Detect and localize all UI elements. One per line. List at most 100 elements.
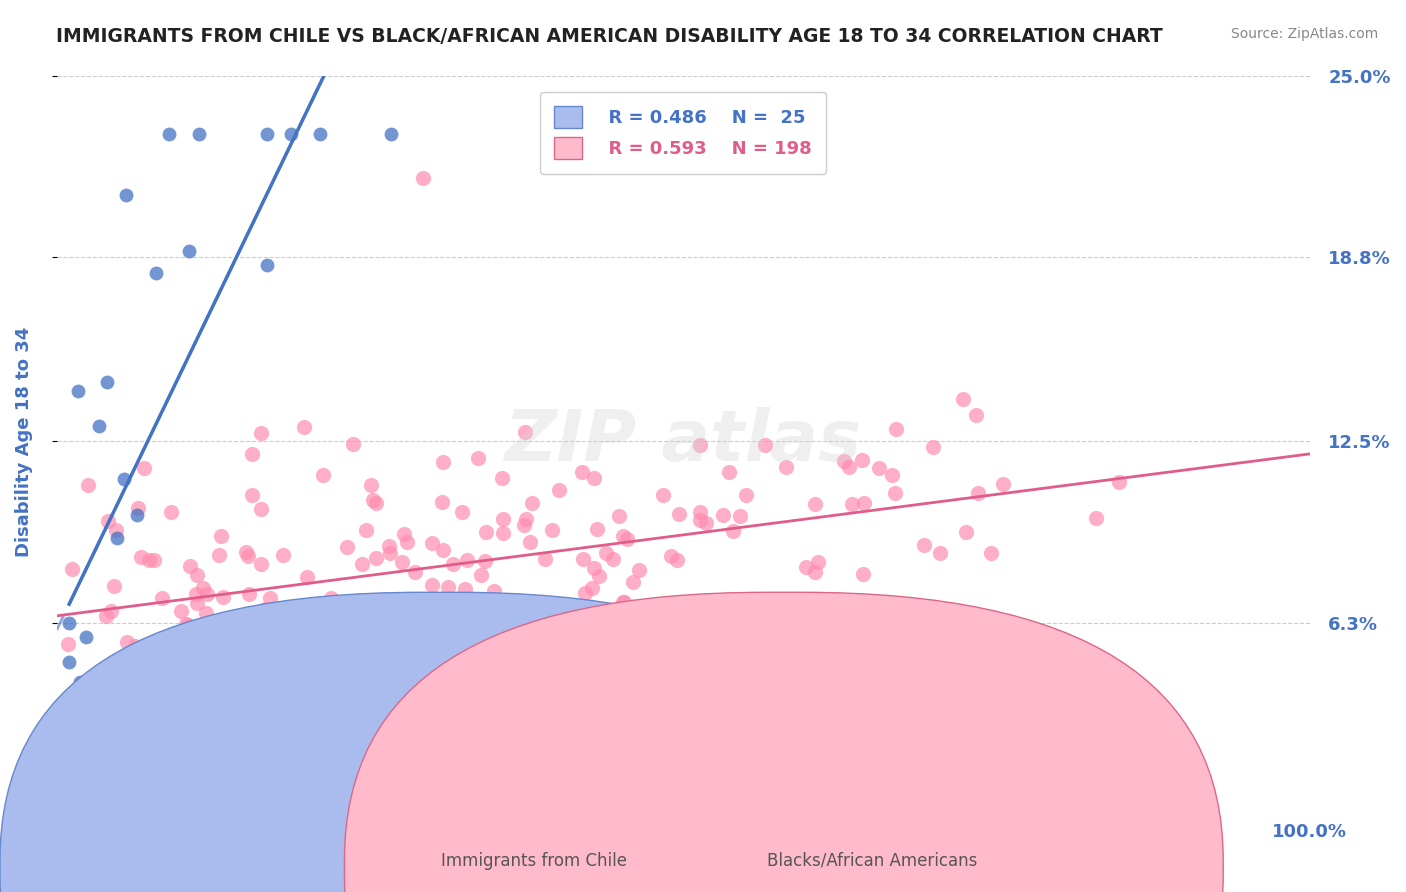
Point bbox=[689, 626, 711, 640]
Point bbox=[294, 420, 316, 434]
Point bbox=[434, 613, 457, 627]
Point bbox=[107, 741, 129, 756]
Point bbox=[287, 641, 309, 656]
Point bbox=[271, 549, 294, 563]
Point bbox=[240, 447, 263, 461]
Point bbox=[238, 549, 260, 563]
Point bbox=[482, 584, 505, 599]
Point bbox=[474, 554, 496, 568]
Point bbox=[665, 112, 688, 127]
Point bbox=[381, 660, 404, 674]
Point bbox=[467, 450, 489, 465]
Point bbox=[492, 512, 515, 526]
Point bbox=[616, 532, 638, 546]
Point bbox=[470, 568, 492, 582]
Point bbox=[432, 455, 454, 469]
Point bbox=[721, 524, 744, 539]
Text: IMMIGRANTS FROM CHILE VS BLACK/AFRICAN AMERICAN DISABILITY AGE 18 TO 34 CORRELAT: IMMIGRANTS FROM CHILE VS BLACK/AFRICAN A… bbox=[56, 27, 1163, 45]
Point bbox=[474, 524, 496, 539]
Point bbox=[993, 477, 1015, 491]
Point bbox=[868, 461, 890, 475]
Point bbox=[1085, 511, 1108, 525]
Point bbox=[336, 540, 359, 554]
Point bbox=[586, 523, 609, 537]
Point bbox=[225, 715, 247, 730]
Point bbox=[541, 523, 564, 537]
Point bbox=[853, 496, 876, 510]
Point bbox=[304, 641, 326, 656]
Point bbox=[515, 425, 537, 439]
Point bbox=[191, 581, 214, 595]
Point bbox=[458, 684, 481, 698]
Point bbox=[267, 633, 290, 648]
Point bbox=[965, 408, 987, 422]
Point bbox=[453, 582, 475, 596]
Point bbox=[350, 557, 373, 571]
Point bbox=[170, 604, 193, 618]
Point bbox=[360, 606, 382, 620]
Point bbox=[186, 568, 208, 582]
Point bbox=[562, 640, 585, 654]
Point bbox=[851, 453, 873, 467]
Point bbox=[124, 639, 146, 653]
Point bbox=[127, 501, 149, 516]
Point bbox=[422, 655, 444, 669]
Point bbox=[361, 594, 384, 608]
Point bbox=[420, 578, 443, 592]
Point bbox=[378, 546, 401, 560]
Text: ZIP atlas: ZIP atlas bbox=[505, 407, 862, 476]
Legend:   R = 0.486    N =  25,   R = 0.593    N = 198: R = 0.486 N = 25, R = 0.593 N = 198 bbox=[540, 92, 827, 174]
Point bbox=[718, 465, 741, 479]
Point bbox=[391, 555, 413, 569]
Point bbox=[240, 488, 263, 502]
Point bbox=[160, 505, 183, 519]
Point bbox=[980, 546, 1002, 560]
Point bbox=[883, 486, 905, 500]
Point bbox=[301, 613, 323, 627]
Point bbox=[804, 565, 827, 579]
Point bbox=[250, 425, 273, 440]
Point bbox=[595, 546, 617, 560]
Point bbox=[209, 529, 232, 543]
Point bbox=[342, 436, 364, 450]
Point bbox=[394, 526, 416, 541]
Point bbox=[145, 266, 167, 280]
Point bbox=[377, 540, 399, 554]
Point bbox=[491, 471, 513, 485]
Point bbox=[451, 635, 474, 649]
Point bbox=[711, 508, 734, 522]
Point bbox=[852, 566, 875, 581]
Point bbox=[464, 672, 486, 686]
Point bbox=[966, 486, 988, 500]
Point bbox=[94, 706, 117, 720]
Point bbox=[115, 635, 138, 649]
Point bbox=[571, 603, 593, 617]
Point bbox=[689, 505, 711, 519]
Point bbox=[212, 591, 235, 605]
Point bbox=[804, 497, 827, 511]
Point bbox=[794, 560, 817, 574]
Point bbox=[436, 580, 458, 594]
Point bbox=[621, 575, 644, 590]
Point bbox=[519, 534, 541, 549]
Point bbox=[602, 552, 624, 566]
Point bbox=[256, 258, 278, 272]
Point bbox=[299, 629, 322, 643]
Point bbox=[132, 460, 155, 475]
Point bbox=[395, 535, 418, 549]
Point bbox=[454, 600, 477, 615]
Point bbox=[754, 438, 776, 452]
Point bbox=[115, 187, 138, 202]
Point bbox=[76, 477, 98, 491]
Point bbox=[628, 563, 651, 577]
Point bbox=[456, 553, 478, 567]
Point bbox=[256, 127, 278, 141]
Point bbox=[60, 562, 83, 576]
Point bbox=[238, 587, 260, 601]
Point bbox=[513, 657, 536, 671]
Point bbox=[339, 617, 361, 632]
Point bbox=[231, 712, 253, 726]
Point bbox=[177, 618, 200, 632]
Point bbox=[252, 619, 274, 633]
Point bbox=[689, 513, 711, 527]
